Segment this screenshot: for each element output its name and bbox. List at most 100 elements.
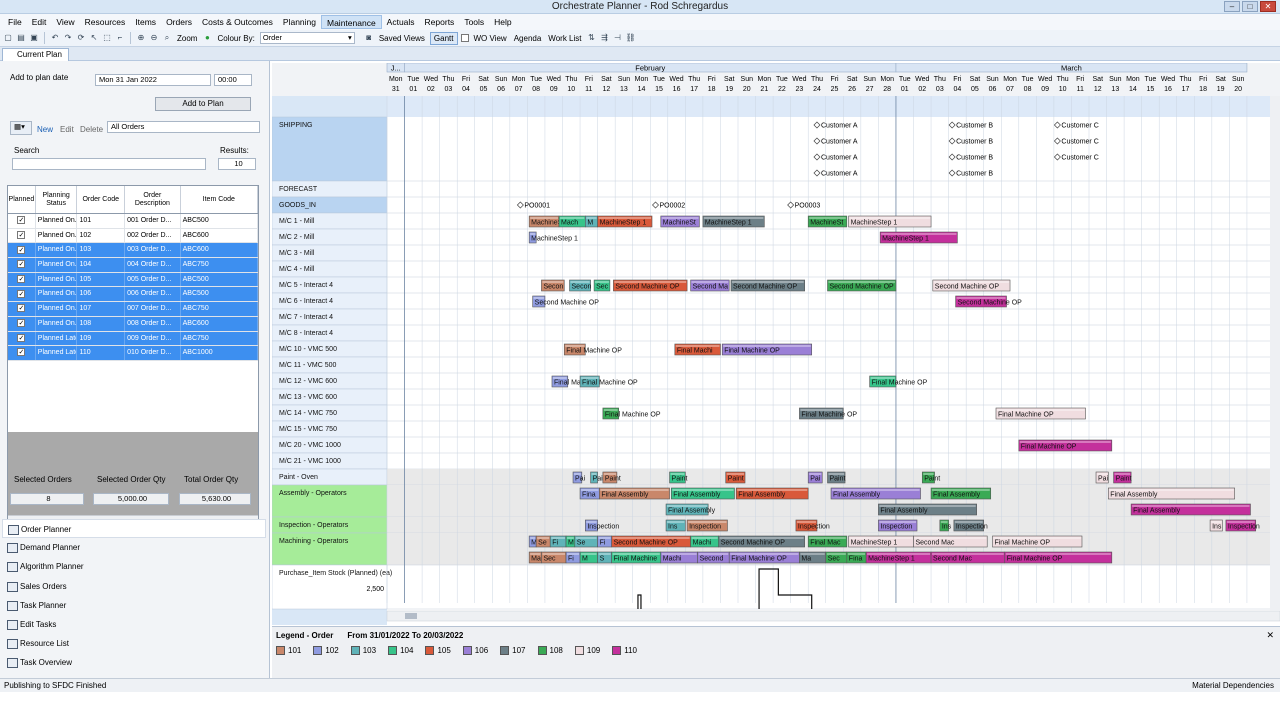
task-bar-102[interactable] (585, 519, 598, 532)
planned-checkbox[interactable]: ✓ (17, 318, 26, 327)
planned-checkbox-cell[interactable]: ✓ (8, 228, 36, 243)
resource-row-label[interactable] (272, 116, 388, 182)
plan-date-field[interactable]: Mon 31 Jan 2022 (95, 74, 211, 86)
camera-icon[interactable]: ◙ (366, 33, 372, 42)
task-bar-107[interactable] (799, 407, 844, 420)
task-bar-106[interactable] (660, 215, 700, 228)
table-row[interactable]: ✓ Planned On... 106 006 Order D... ABC500 (8, 287, 258, 303)
task-bar-105[interactable] (613, 279, 688, 292)
planned-checkbox[interactable]: ✓ (17, 274, 26, 283)
nav-demand-planner[interactable]: Demand Planner (2, 538, 266, 557)
open-folder-icon[interactable]: ▤ (17, 33, 25, 42)
gantt-view-button[interactable]: Gantt (429, 31, 458, 45)
nav-resource-list[interactable]: Resource List (2, 634, 266, 653)
task-bar-101[interactable] (599, 487, 670, 500)
colour-by-select[interactable]: Order (259, 32, 355, 44)
milestone-diamond[interactable] (813, 137, 821, 145)
order-filter-select[interactable]: All Orders (107, 121, 260, 133)
save-icon[interactable]: ▣ (30, 33, 38, 42)
task-bar-109[interactable] (995, 407, 1086, 420)
task-bar-110[interactable] (955, 295, 1007, 308)
planned-checkbox[interactable]: ✓ (17, 304, 26, 313)
planned-checkbox-cell[interactable]: ✓ (8, 243, 36, 258)
planned-checkbox[interactable]: ✓ (17, 348, 26, 357)
resource-row-label[interactable] (272, 564, 388, 610)
table-row[interactable]: ✓ Planned On... 108 008 Order D... ABC600 (8, 316, 258, 332)
task-bar-108[interactable] (807, 215, 848, 228)
task-bar-109[interactable] (1108, 487, 1235, 500)
menu-costs-outcomes[interactable]: Costs & Outcomes (202, 17, 273, 27)
menu-view[interactable]: View (56, 17, 75, 27)
task-bar-110[interactable] (879, 231, 958, 244)
gantt-vertical-scrollbar[interactable] (1270, 96, 1280, 611)
task-bar-105[interactable] (725, 471, 746, 484)
planned-checkbox-cell[interactable]: ✓ (8, 316, 36, 331)
task-bar-102[interactable] (572, 471, 583, 484)
milestone-diamond[interactable] (652, 201, 660, 209)
new-order-link[interactable]: New (37, 125, 54, 134)
task-bar-108[interactable] (939, 519, 949, 532)
task-bar-102[interactable] (528, 231, 537, 244)
planned-checkbox[interactable]: ✓ (17, 230, 26, 239)
task-bar-108[interactable] (921, 471, 935, 484)
resource-row-label[interactable] (272, 532, 388, 566)
planned-checkbox[interactable]: ✓ (17, 333, 26, 342)
task-bar-106[interactable] (690, 279, 730, 292)
zoom-dropdown[interactable]: Zoom (177, 33, 198, 43)
work-list-button[interactable]: Work List (548, 33, 582, 43)
task-bar-109[interactable] (932, 279, 1011, 292)
gantt-horizontal-scrollbar[interactable] (386, 610, 1280, 622)
saved-views-dropdown[interactable]: Saved Views (378, 33, 425, 43)
close-icon[interactable]: ✕ (1266, 630, 1274, 640)
close-button[interactable]: ✕ (1260, 1, 1276, 12)
add-to-plan-button[interactable]: Add to Plan (155, 97, 251, 111)
table-row[interactable]: ✓ Planned On... 103 003 Order D... ABC600 (8, 243, 258, 259)
menu-planning[interactable]: Planning (282, 17, 316, 27)
task-bar-109[interactable] (848, 215, 932, 228)
task-bar-108[interactable] (807, 535, 848, 548)
milestone-diamond[interactable] (948, 169, 956, 177)
table-row[interactable]: ✓ Planned On... 101 001 Order D... ABC500 (8, 214, 258, 229)
chain-icon[interactable]: ⛓ (625, 33, 636, 42)
menu-orders[interactable]: Orders (166, 17, 193, 27)
table-row[interactable]: ✓ Planned On... 107 007 Order D... ABC750 (8, 302, 258, 317)
milestone-diamond[interactable] (516, 201, 524, 209)
task-bar-106[interactable] (807, 471, 823, 484)
col-order-code[interactable]: Order Code (77, 186, 126, 213)
nav-task-planner[interactable]: Task Planner (2, 596, 266, 615)
milestone-diamond[interactable] (813, 153, 821, 161)
search-input[interactable] (12, 158, 206, 170)
task-bar-105[interactable] (795, 519, 818, 532)
redo-icon[interactable]: ↷ (64, 33, 72, 42)
planned-checkbox-cell[interactable]: ✓ (8, 346, 36, 360)
task-bar-107[interactable] (827, 471, 846, 484)
wo-view-checkbox[interactable] (460, 34, 469, 42)
tab-current-plan[interactable]: Current Plan (2, 48, 69, 61)
material-dependencies-button[interactable]: Material Dependencies (1192, 681, 1274, 690)
table-row[interactable]: ✓ Planned Late 110 010 Order D... ABC1000 (8, 346, 258, 361)
add-link-icon[interactable]: ⊣ (614, 33, 621, 42)
refresh-icon[interactable]: ⟳ (77, 33, 85, 42)
task-bar-107[interactable] (878, 503, 977, 516)
task-bar-107[interactable] (718, 535, 805, 548)
menu-maintenance[interactable]: Maintenance (321, 15, 382, 29)
zoom-in-icon[interactable]: ⊕ (137, 33, 145, 42)
task-bar-101[interactable] (602, 471, 618, 484)
task-bar-107[interactable] (702, 215, 765, 228)
table-row[interactable]: ✓ Planned Late 109 009 Order D... ABC750 (8, 331, 258, 347)
agenda-button[interactable]: Agenda (513, 33, 542, 43)
menu-tools[interactable]: Tools (464, 17, 485, 27)
planned-checkbox[interactable]: ✓ (17, 260, 26, 269)
task-bar-107[interactable] (730, 279, 805, 292)
task-bar-105[interactable] (674, 343, 721, 356)
table-row[interactable]: ✓ Planned On... 104 004 Order D... ABC750 (8, 258, 258, 273)
planned-checkbox[interactable]: ✓ (17, 216, 26, 225)
task-bar-109[interactable] (1095, 471, 1109, 484)
align-icon[interactable]: ⇶ (601, 33, 608, 42)
resource-row-label[interactable] (272, 484, 388, 518)
task-bar-102[interactable] (551, 375, 569, 388)
milestone-diamond[interactable] (1053, 153, 1061, 161)
planned-checkbox[interactable]: ✓ (17, 245, 26, 254)
col-order-description[interactable]: Order Description (125, 186, 181, 213)
planned-checkbox-cell[interactable]: ✓ (8, 331, 36, 346)
